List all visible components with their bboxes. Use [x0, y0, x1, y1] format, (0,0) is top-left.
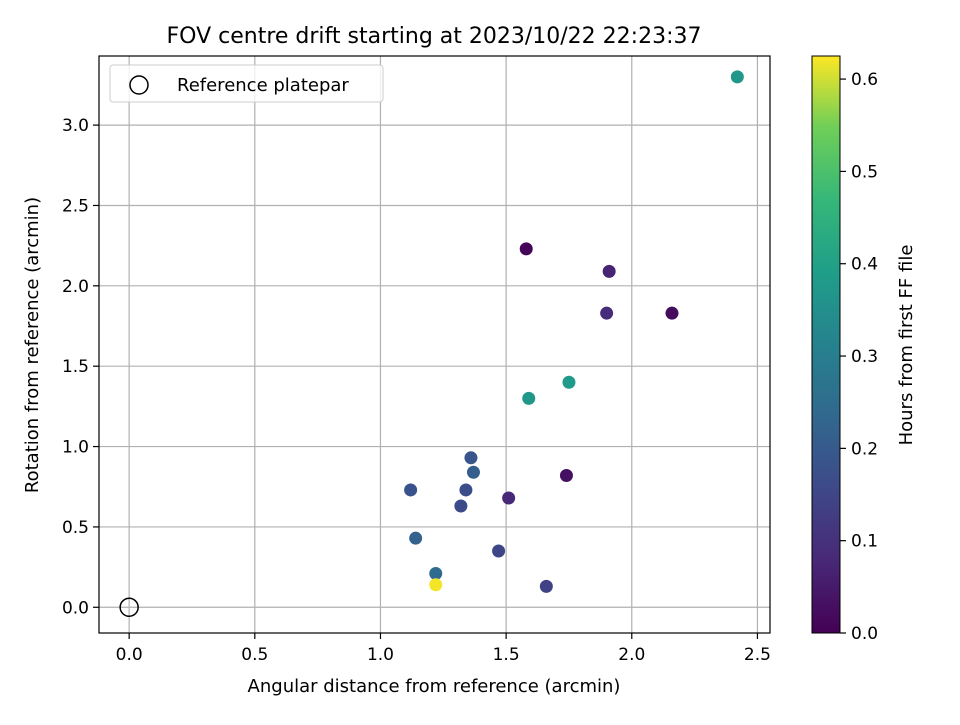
- colorbar-gradient: [812, 56, 840, 633]
- x-tick-label: 1.5: [493, 645, 520, 665]
- x-tick-label: 0.5: [241, 645, 268, 665]
- y-tick-label: 3.0: [62, 116, 89, 136]
- colorbar-label: Hours from first FF file: [896, 245, 917, 446]
- y-axis-ticks: 0.0 0.5 1.0 1.5 2.0 2.5 3.0: [62, 116, 99, 618]
- x-tick-label: 2.0: [618, 645, 645, 665]
- x-tick-label: 2.5: [744, 645, 771, 665]
- data-point: [602, 264, 616, 278]
- x-tick-label: 0.0: [116, 645, 143, 665]
- data-point: [522, 391, 536, 405]
- y-tick-label: 0.5: [62, 518, 89, 538]
- colorbar-tick-label: 0.6: [851, 70, 878, 90]
- plot-frame: [98, 55, 771, 634]
- data-point: [519, 242, 533, 256]
- y-tick-label: 2.0: [62, 277, 89, 297]
- data-points: [119, 70, 744, 618]
- colorbar-tick-label: 0.2: [851, 439, 878, 459]
- data-point: [600, 306, 614, 320]
- legend: Reference platepar: [109, 64, 384, 103]
- data-point: [466, 465, 480, 479]
- data-point: [459, 483, 473, 497]
- y-tick-label: 1.0: [62, 438, 89, 458]
- colorbar-tick-label: 0.5: [851, 162, 878, 182]
- data-point: [464, 451, 478, 465]
- colorbar-tick-label: 0.1: [851, 532, 878, 552]
- y-tick-label: 2.5: [62, 196, 89, 216]
- colorbar: 0.0 0.1 0.2 0.3 0.4 0.5 0.6 Hours from first F…: [811, 55, 917, 644]
- colorbar-ticks: 0.0 0.1 0.2 0.3 0.4 0.5 0.6: [840, 70, 878, 644]
- data-point: [502, 491, 516, 505]
- legend-marker: [129, 75, 149, 95]
- y-tick-label: 0.0: [62, 598, 89, 618]
- colorbar-frame: [811, 55, 841, 634]
- data-point: [492, 544, 506, 558]
- grid-lines: [99, 56, 770, 633]
- data-point: [559, 468, 573, 482]
- data-point: [539, 579, 553, 593]
- y-tick-label: 1.5: [62, 357, 89, 377]
- x-tick-label: 1.0: [367, 645, 394, 665]
- data-point: [429, 567, 443, 581]
- chart-title: FOV centre drift starting at 2023/10/22 …: [167, 24, 702, 49]
- colorbar-tick-label: 0.4: [851, 255, 878, 275]
- data-point: [562, 375, 576, 389]
- data-point: [454, 499, 468, 513]
- legend-entry: Reference platepar: [177, 75, 349, 96]
- x-axis-label: Angular distance from reference (arcmin): [248, 676, 621, 697]
- colorbar-tick-label: 0.3: [851, 347, 878, 367]
- data-point: [730, 70, 744, 84]
- data-point: [429, 578, 443, 592]
- x-axis-ticks: 0.0 0.5 1.0 1.5 2.0 2.5: [116, 633, 771, 665]
- data-point: [404, 483, 418, 497]
- reference-point: [119, 597, 139, 618]
- colorbar-tick-label: 0.0: [851, 624, 878, 644]
- data-point: [409, 531, 423, 545]
- data-point: [665, 306, 679, 320]
- legend-box: [109, 64, 384, 103]
- y-axis-label: Rotation from reference (arcmin): [22, 197, 43, 493]
